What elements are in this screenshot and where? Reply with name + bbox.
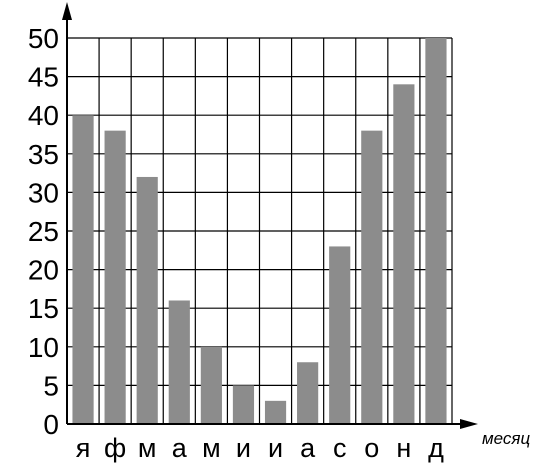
x-tick-label: м	[138, 433, 157, 463]
y-tick-label: 15	[28, 293, 59, 324]
bar	[72, 115, 94, 424]
y-tick-label: 50	[28, 23, 59, 54]
bar	[297, 362, 319, 424]
x-tick-label: и	[268, 433, 283, 463]
y-tick-label: 5	[43, 370, 59, 401]
x-tick-label: а	[172, 433, 188, 463]
x-tick-label: с	[333, 433, 347, 463]
y-tick-label: 25	[28, 216, 59, 247]
x-tick-label: д	[428, 433, 444, 463]
bar	[425, 38, 447, 424]
bar	[200, 346, 222, 424]
bar	[393, 84, 415, 424]
y-tick-label: 45	[28, 62, 59, 93]
x-tick-label: и	[236, 433, 251, 463]
x-tick-label: я	[76, 433, 91, 463]
x-axis-label: месяц	[482, 429, 530, 448]
bars	[72, 38, 447, 424]
bar	[104, 130, 126, 424]
y-axis-arrow	[62, 2, 72, 20]
bar	[136, 176, 158, 424]
x-tick-label: а	[300, 433, 316, 463]
y-tick-labels: 0 5 10 15 20 25 30 35 40 45 50	[28, 23, 59, 440]
y-tick-label: 30	[28, 177, 59, 208]
y-tick-label: 10	[28, 332, 59, 363]
x-tick-label: н	[396, 433, 411, 463]
bar	[232, 385, 255, 424]
x-tick-label: о	[364, 433, 379, 463]
x-tick-label: м	[202, 433, 221, 463]
y-tick-label: 35	[28, 139, 59, 170]
y-tick-label: 40	[28, 100, 59, 131]
axes	[62, 2, 478, 429]
x-axis-arrow	[460, 419, 478, 429]
bar	[264, 400, 287, 424]
bar	[168, 300, 190, 424]
y-tick-label: 0	[43, 409, 59, 440]
x-tick-label: ф	[104, 433, 126, 463]
bar	[329, 246, 351, 424]
bar	[361, 130, 383, 424]
y-tick-label: 20	[28, 255, 59, 286]
grid	[67, 37, 453, 424]
